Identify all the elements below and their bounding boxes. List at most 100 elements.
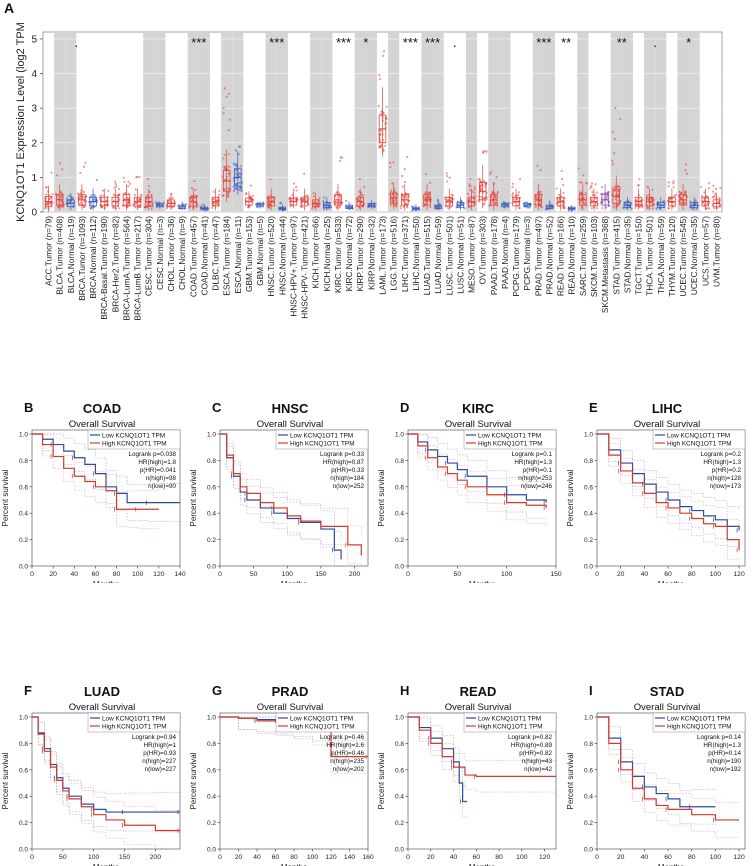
statistic-line: n(low)=246 [521, 483, 553, 490]
y-tick-label: 0.2 [584, 537, 593, 544]
expression-point [378, 74, 381, 77]
expression-point [577, 167, 580, 170]
category-label: TGCT.Tumor (n=150) [634, 216, 644, 295]
category-label: UCS.Tumor (n=57) [700, 216, 710, 286]
category-label: PAAD.Normal (n=4) [500, 216, 510, 289]
y-tick-label: 0.8 [19, 741, 28, 748]
expression-point [711, 190, 715, 193]
panel-letter: G [212, 683, 222, 698]
statistic-line: n(high)=98 [146, 475, 177, 482]
expression-point [218, 189, 221, 192]
expression-point [223, 166, 226, 169]
expression-point [95, 178, 99, 182]
x-tick-label: 60 [92, 571, 100, 578]
expression-point [562, 191, 565, 194]
expression-point [60, 196, 63, 199]
category-band [187, 32, 199, 212]
expression-point [555, 187, 558, 190]
plot-frame [219, 712, 369, 850]
category-band [143, 32, 155, 212]
category-label: ACC.Tumor (n=79) [44, 216, 54, 286]
x-tick-label: 120 [539, 854, 551, 861]
expression-point [591, 191, 594, 194]
expression-point [238, 171, 241, 175]
legend-box [87, 429, 181, 450]
expression-point [363, 185, 366, 189]
y-tick-label: 0.2 [395, 820, 404, 827]
expression-point [190, 187, 194, 190]
expression-point [680, 197, 683, 200]
y-tick-label: 0.8 [19, 458, 28, 465]
expression-point [485, 150, 488, 153]
expression-point [611, 130, 614, 133]
expression-point [235, 164, 238, 167]
y-axis-label: Percent survival [377, 469, 386, 526]
expression-point [590, 182, 594, 185]
expression-point [672, 186, 675, 189]
statistic-line: Logrank p=0.94 [132, 734, 176, 741]
expression-point [150, 193, 153, 197]
y-tick-label: 1 [31, 173, 37, 184]
expression-point [605, 206, 608, 209]
expression-point [613, 185, 616, 188]
expression-point [138, 175, 141, 178]
expression-point [292, 188, 295, 191]
expression-point [312, 195, 315, 198]
expression-point [585, 182, 588, 185]
category-label: KIRC.Tumor (n=533) [333, 216, 343, 293]
legend-box [463, 429, 557, 450]
y-tick-label: 0.0 [19, 564, 28, 571]
expression-point [403, 167, 406, 171]
statistic-line: p(HR)=0.2 [712, 467, 742, 474]
expression-point [613, 137, 617, 141]
expression-point [154, 201, 157, 204]
category-label: PCPG.Tumor (n=179) [511, 216, 521, 297]
expression-point [595, 207, 598, 210]
panel-a-letter: A [4, 0, 14, 16]
category-band [388, 32, 400, 212]
expression-point [445, 172, 448, 175]
y-tick-label: 0.2 [19, 537, 28, 544]
expression-point [222, 157, 225, 160]
expression-point [212, 201, 215, 205]
survival-panel-stad: I STAD Overall Survival 0.0 0.2 0.4 0.6 0.8 1.0 0… [566, 683, 746, 866]
x-tick-label: 100 [132, 571, 144, 578]
expression-point [338, 205, 341, 208]
category-label: READ.Tumor (n=166) [556, 216, 566, 296]
panel-letter: C [212, 400, 222, 415]
statistic-line: HR(high)=1.6 [326, 742, 364, 749]
category-label: KIRC.Normal (n=72) [344, 216, 354, 292]
expression-point [146, 177, 149, 181]
expression-point [117, 194, 121, 197]
x-tick-label: 40 [641, 571, 649, 578]
expression-point [613, 152, 616, 155]
expression-point [271, 199, 274, 202]
category-label: LGG.Tumor (n=516) [389, 216, 399, 291]
expression-point [469, 189, 472, 192]
expression-point [127, 197, 130, 200]
x-axis-label: Months [658, 580, 684, 583]
expression-point [83, 165, 86, 168]
plot-frame [596, 712, 746, 850]
expression-point [222, 112, 225, 115]
expression-point [468, 183, 471, 186]
expression-point [714, 188, 718, 191]
expression-point [634, 206, 637, 210]
category-label: GBM.Tumor (n=153) [244, 216, 254, 292]
y-tick-label: 1.0 [207, 432, 216, 439]
expression-point [427, 195, 430, 198]
x-tick-label: 20 [49, 571, 57, 578]
expression-point [171, 196, 174, 200]
expression-point [292, 182, 295, 185]
x-tick-label: 0 [595, 854, 599, 861]
expression-point [381, 116, 384, 119]
confidence-band [220, 433, 362, 566]
expression-point [406, 156, 409, 159]
expression-point [223, 168, 226, 171]
high-expression-curve [32, 433, 159, 510]
expression-point [90, 205, 94, 209]
expression-point [249, 184, 252, 187]
y-tick-label: 0.4 [395, 794, 404, 801]
category-label: BLCA.Normal (n=19) [66, 216, 76, 293]
x-tick-label: 20 [427, 854, 435, 861]
